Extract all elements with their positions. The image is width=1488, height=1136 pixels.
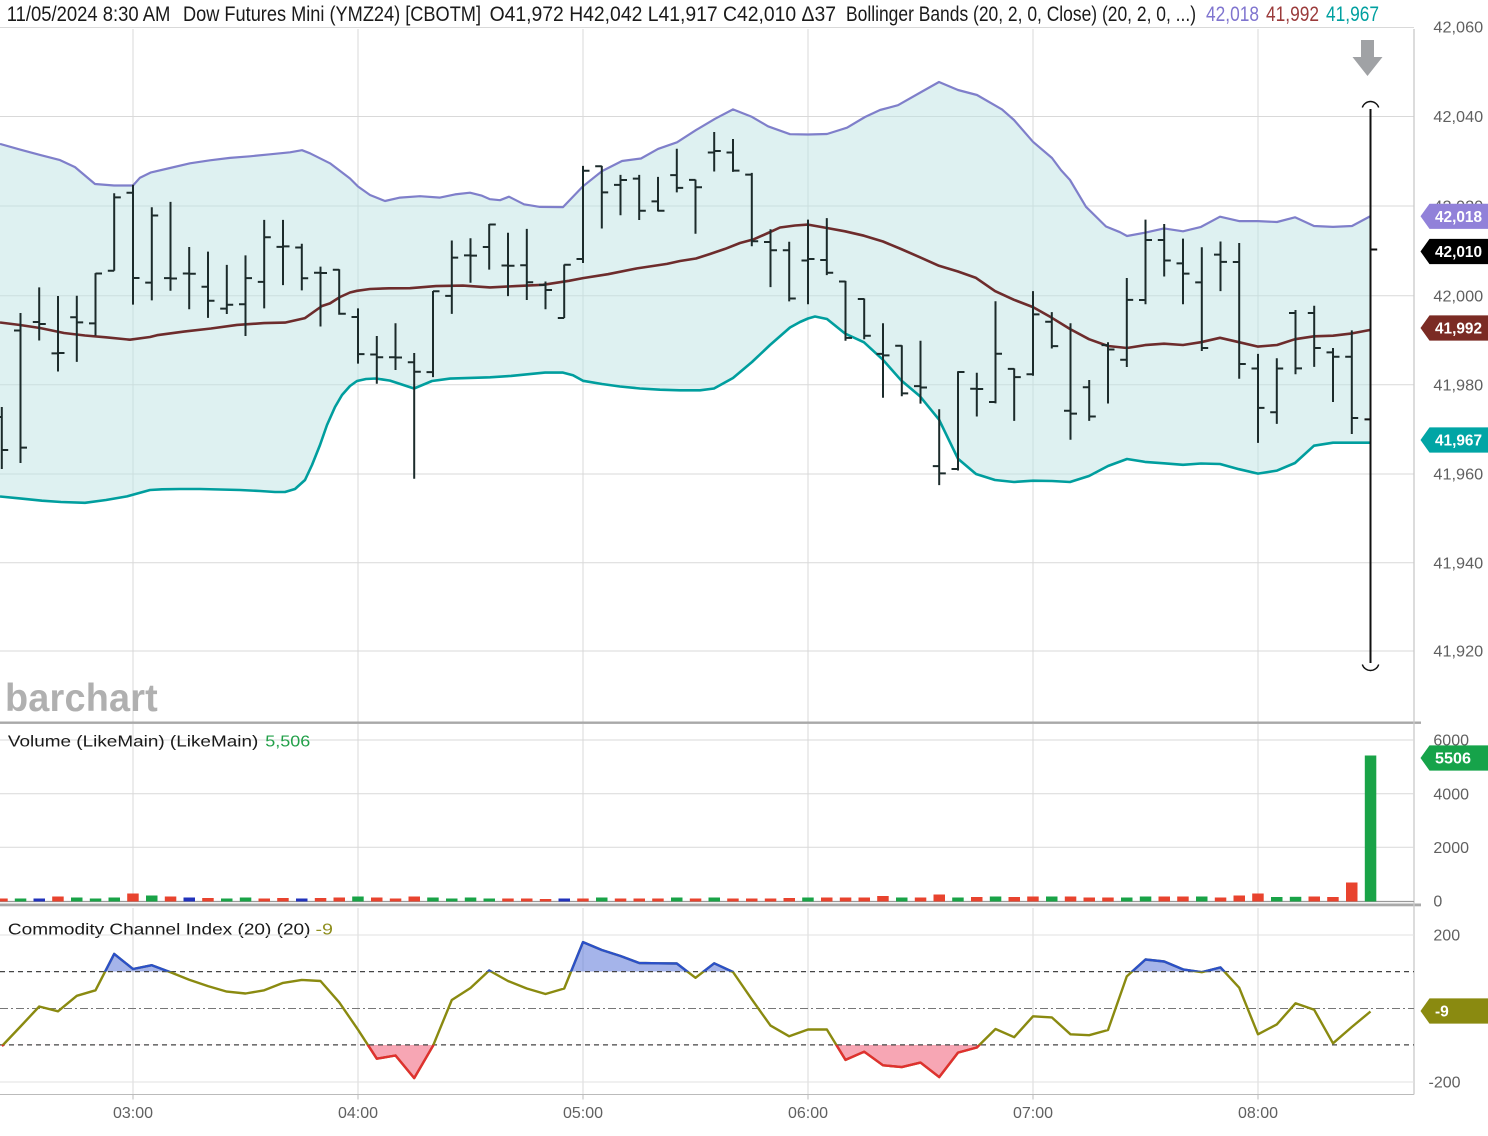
svg-text:Dow Futures Mini (YMZ24) [CBOT: Dow Futures Mini (YMZ24) [CBOTM] [183,3,481,26]
svg-text:41,980: 41,980 [1433,378,1483,395]
svg-text:Commodity Channel Index (20): Commodity Channel Index (20) (20) [8,922,311,939]
svg-text:06:00: 06:00 [788,1105,828,1122]
svg-text:42,018: 42,018 [1435,209,1482,226]
svg-text:42,000: 42,000 [1433,289,1483,306]
svg-text:O41,972 H42,042 L41,917 C42,01: O41,972 H42,042 L41,917 C42,010 Δ37 [490,3,836,26]
svg-text:-9: -9 [1435,1004,1449,1021]
svg-text:41,967: 41,967 [1326,3,1379,26]
svg-text:41,920: 41,920 [1433,644,1483,661]
svg-text:07:00: 07:00 [1013,1105,1053,1122]
svg-text:-200: -200 [1429,1075,1461,1092]
svg-text:200: 200 [1433,928,1460,945]
svg-text:42,010: 42,010 [1435,244,1482,261]
svg-text:41,992: 41,992 [1266,3,1319,26]
svg-text:11/05/2024 8:30 AM: 11/05/2024 8:30 AM [7,3,171,26]
svg-text:Bollinger Bands (20, 2, 0, Clo: Bollinger Bands (20, 2, 0, Close) (20, 2… [846,3,1196,26]
svg-text:5506: 5506 [1435,751,1471,768]
svg-text:03:00: 03:00 [113,1105,153,1122]
svg-text:41,960: 41,960 [1433,467,1483,484]
svg-text:2000: 2000 [1433,840,1469,857]
svg-text:04:00: 04:00 [338,1105,378,1122]
svg-text:5,506: 5,506 [265,733,310,750]
svg-text:Volume (LikeMain) (LikeMain): Volume (LikeMain) (LikeMain) [8,733,258,750]
svg-text:42,040: 42,040 [1433,109,1483,126]
svg-text:0: 0 [1433,894,1442,911]
svg-text:05:00: 05:00 [563,1105,603,1122]
svg-text:barchart: barchart [5,677,158,720]
svg-text:-9: -9 [316,922,334,939]
svg-text:41,967: 41,967 [1435,433,1482,450]
svg-text:4000: 4000 [1433,786,1469,803]
svg-text:42,060: 42,060 [1433,20,1483,37]
svg-text:08:00: 08:00 [1238,1105,1278,1122]
svg-text:41,992: 41,992 [1435,321,1482,338]
svg-text:42,018: 42,018 [1206,3,1259,26]
svg-text:41,940: 41,940 [1433,556,1483,573]
